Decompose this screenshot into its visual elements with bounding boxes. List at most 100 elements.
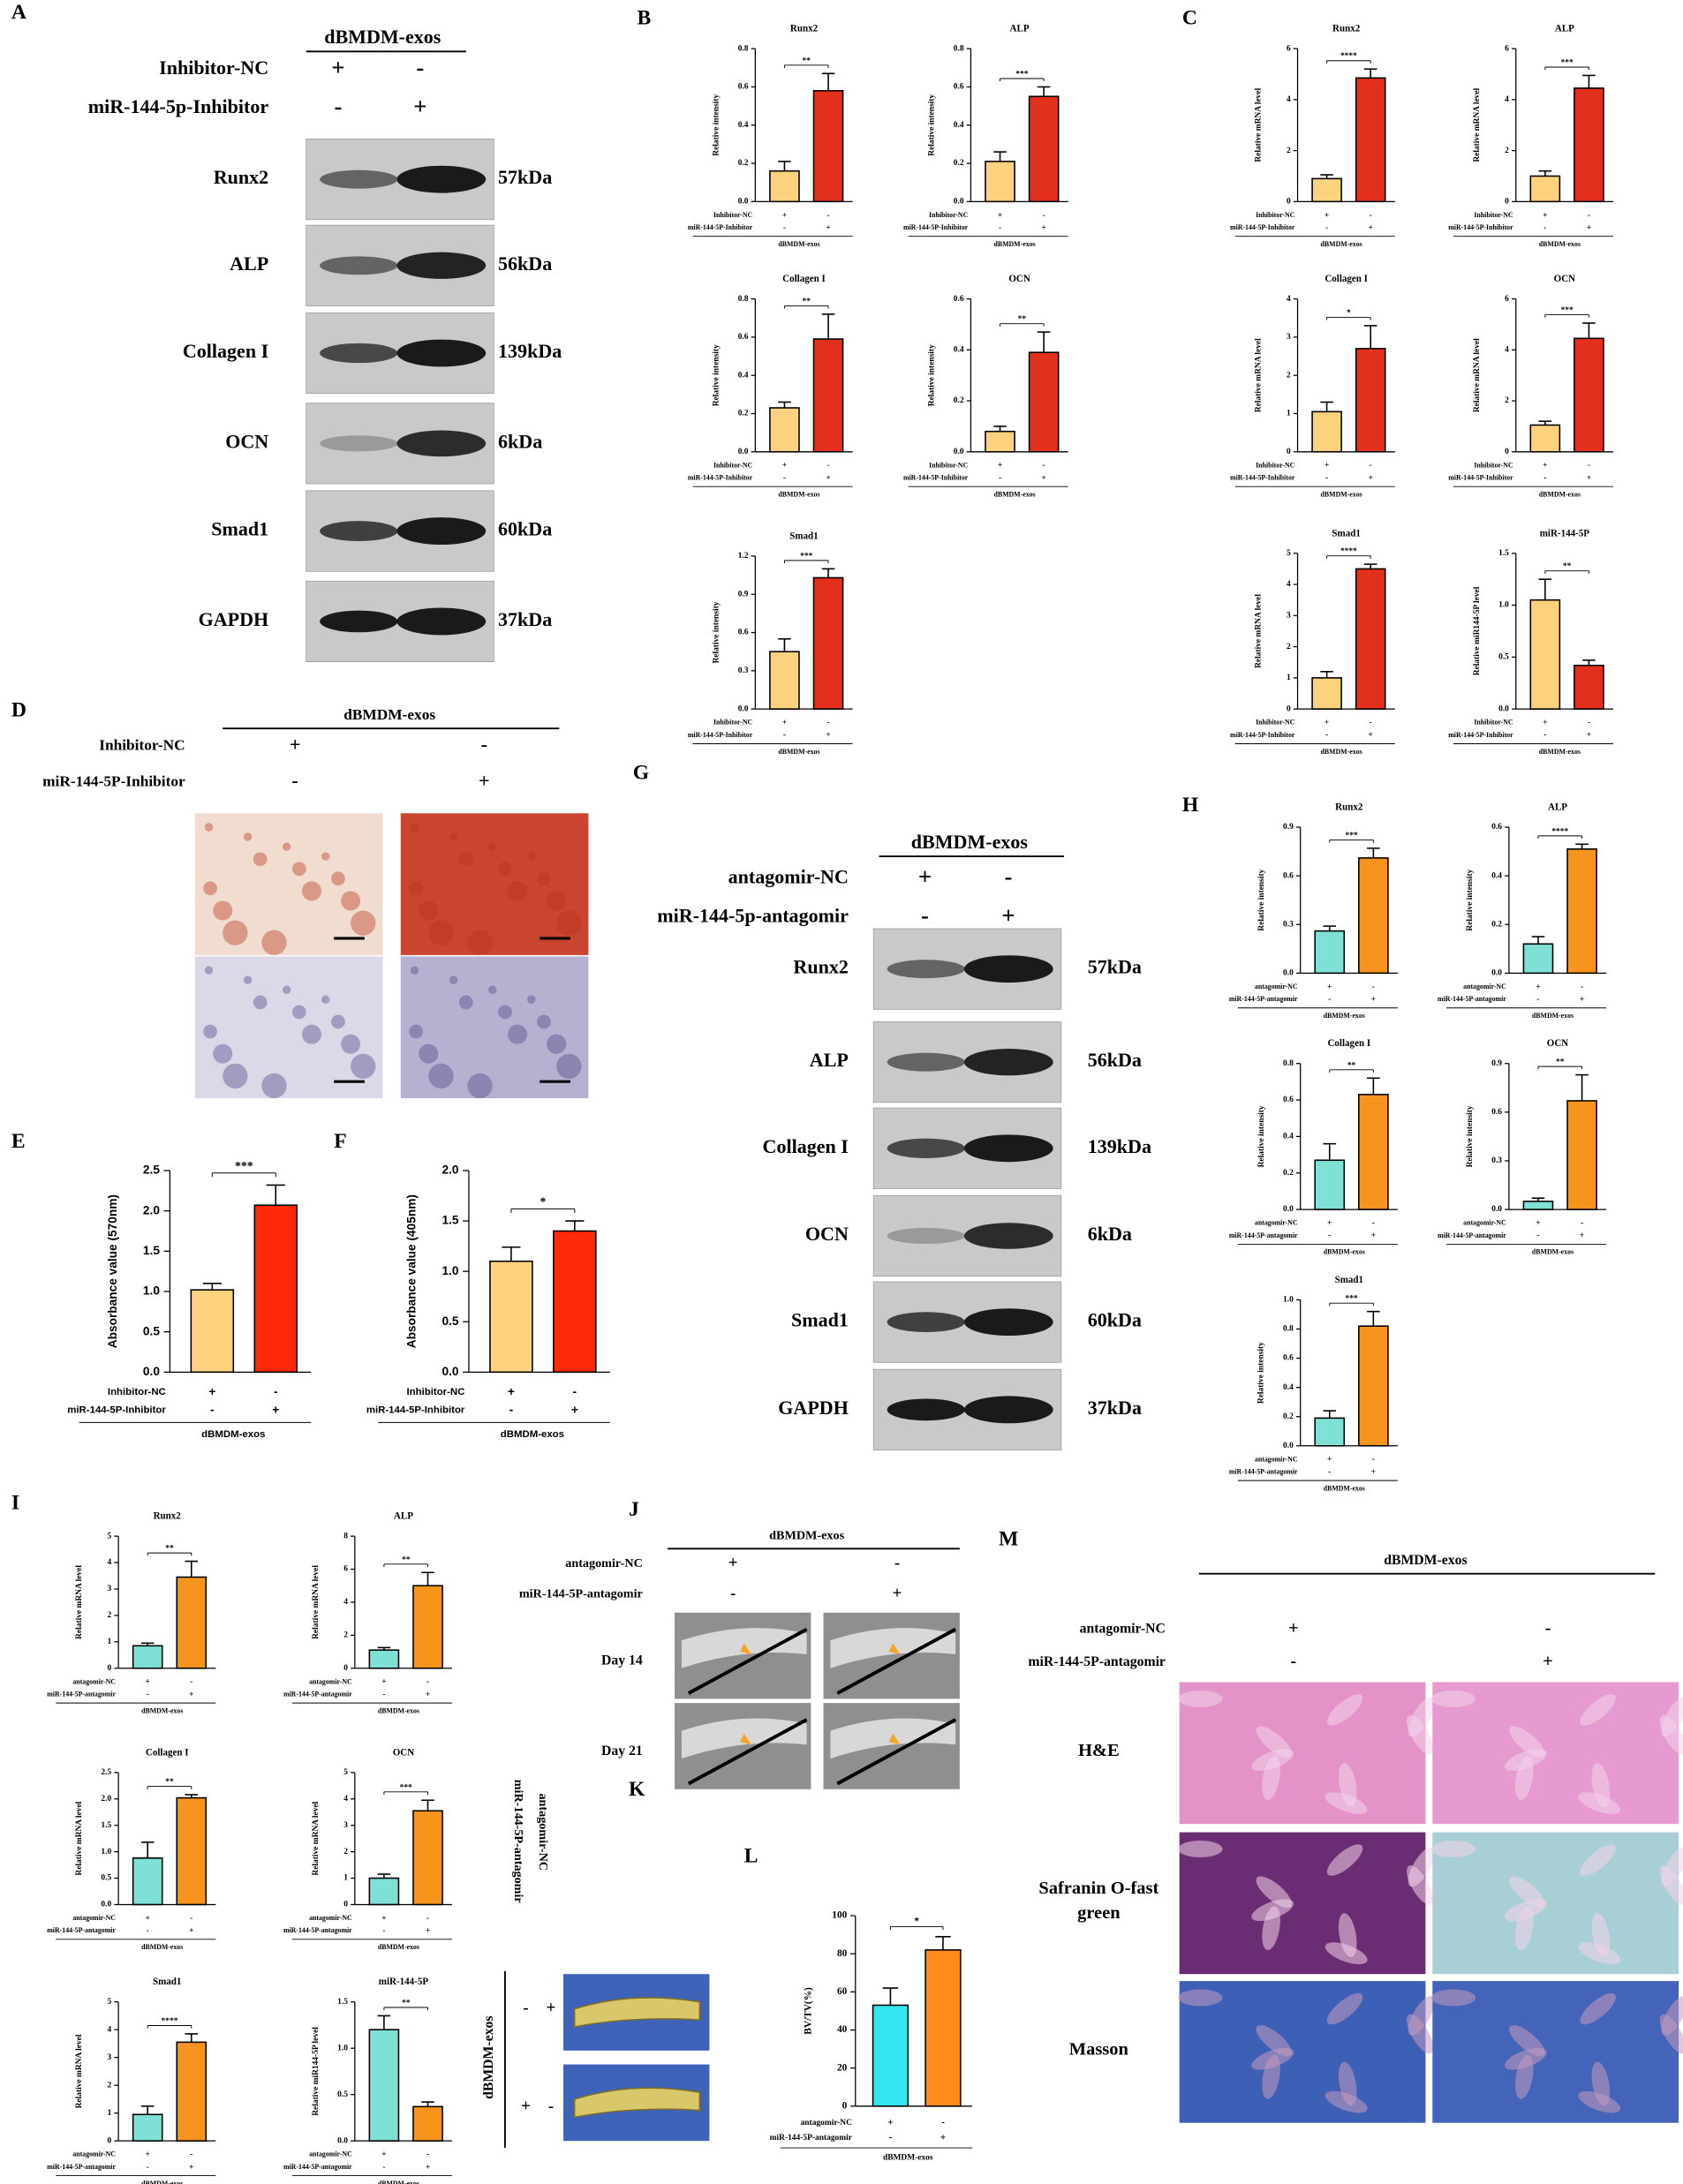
tissue	[1514, 1906, 1534, 1951]
condition-sign: -	[999, 223, 1001, 232]
band	[396, 430, 487, 457]
y-tick-label: 2.0	[101, 1795, 111, 1804]
tissue	[1578, 2090, 1621, 2113]
condition-sign: +	[1327, 983, 1332, 991]
y-axis-label: Relative intensity	[928, 94, 937, 155]
condition-name: antagomir-NC	[309, 1677, 352, 1685]
bar	[176, 1576, 208, 1669]
condition-name: Inhibitor-NC	[108, 1387, 166, 1397]
stain-spot	[204, 823, 214, 832]
condition-name: miR-144-5P-Inhibitor	[67, 1405, 166, 1416]
y-axis-label: Relative mRNA level	[1255, 338, 1264, 412]
y-tick-label: 0.0	[143, 1365, 160, 1378]
micrograph	[194, 956, 383, 1099]
significance: ****	[162, 2017, 178, 2026]
group-label: dBMDM-exos	[378, 1943, 419, 1951]
bar	[1028, 95, 1060, 203]
condition-sign: -	[210, 1403, 215, 1416]
chart-title: OCN	[1008, 274, 1030, 284]
tissue	[1326, 1694, 1363, 1726]
error-bar	[1363, 563, 1377, 569]
condition-sign: +	[331, 54, 344, 80]
condition-sign: -	[426, 2150, 429, 2159]
condition-sign: -	[426, 1678, 429, 1687]
stain-spot	[508, 1024, 528, 1044]
condition-sign: -	[382, 1691, 385, 1699]
row-label: H&E	[1078, 1741, 1120, 1760]
y-tick-label: 0.4	[1491, 871, 1502, 880]
stain-spot	[341, 891, 361, 911]
y-tick-label: 0.0	[337, 2136, 348, 2145]
y-tick-label: 1	[108, 1638, 112, 1646]
chart-title: ALP	[1010, 24, 1030, 34]
condition-sign: +	[426, 1691, 430, 1699]
error-bar	[502, 1246, 521, 1261]
condition-sign: -	[921, 902, 929, 929]
significance: **	[803, 56, 811, 65]
size-label: 139kDa	[498, 340, 562, 362]
group-label: dBMDM-exos	[378, 2180, 419, 2184]
condition-sign: +	[1543, 719, 1547, 727]
protein-label: Smad1	[211, 518, 268, 540]
band	[887, 1138, 965, 1158]
y-tick-label: 1.0	[1498, 601, 1509, 610]
bar	[1358, 1094, 1389, 1210]
significance: **	[1018, 315, 1027, 324]
condition-sign: +	[1587, 223, 1591, 232]
group-label: dBMDM-exos	[911, 831, 1029, 853]
condition-sign: +	[1536, 983, 1540, 991]
condition-name: miR-144-5P-antagomir	[47, 1926, 116, 1934]
y-tick-label: 6	[1505, 44, 1509, 53]
y-tick-label: 2.5	[143, 1164, 160, 1177]
error-bar	[1582, 74, 1596, 88]
error-bar	[1363, 68, 1377, 79]
panel-letter: I	[11, 1491, 19, 1514]
size-label: 60kDa	[1088, 1309, 1142, 1331]
condition-name: miR-144-5P-Inhibitor	[688, 474, 753, 482]
y-tick-label: 0.4	[954, 121, 964, 130]
condition-sign: +	[381, 2150, 386, 2159]
band	[396, 339, 487, 367]
group-label: dBMDM-exos	[883, 2154, 933, 2163]
condition-sign: -	[416, 54, 424, 80]
bar	[489, 1260, 533, 1374]
pin	[687, 1718, 808, 1786]
tissue	[1262, 1906, 1280, 1951]
error-bar	[140, 2105, 155, 2115]
protein-label: GAPDH	[778, 1397, 849, 1419]
condition-sign: -	[1328, 1468, 1331, 1477]
y-tick-label: 20	[837, 2062, 848, 2073]
chart-title: Collagen I	[782, 274, 826, 284]
stain-spot	[291, 862, 306, 877]
y-tick-label: 0.2	[1491, 920, 1502, 929]
y-tick-label: 0.9	[1491, 1059, 1502, 1068]
condition-name: antagomir-NC	[1255, 1219, 1298, 1227]
bar	[190, 1289, 235, 1374]
group-label: dBMDM-exos	[1532, 1012, 1574, 1020]
stain-spot	[556, 1053, 582, 1080]
bar	[1566, 1100, 1597, 1210]
condition-name: miR-144-5P-antagomir	[283, 2163, 352, 2171]
protein-label: GAPDH	[199, 608, 269, 630]
condition-name: miR-144-5P-antagomir	[1438, 995, 1506, 1003]
tissue	[1325, 2090, 1368, 2113]
group-label: dBMDM-exos	[1321, 748, 1362, 756]
condition-sign: +	[571, 1403, 578, 1416]
size-label: 56kDa	[498, 252, 552, 275]
y-tick-label: 4	[108, 2025, 112, 2034]
y-tick-label: 2	[108, 2081, 112, 2090]
condition-sign: -	[334, 93, 342, 119]
band	[320, 169, 398, 189]
condition-sign: +	[1325, 211, 1329, 220]
stain-spot	[261, 1073, 287, 1099]
significance: ***	[1015, 70, 1028, 79]
y-axis-label: Relative mRNA level	[75, 1565, 84, 1639]
bar	[368, 1649, 400, 1669]
condition-name: miR-144-5P-antagomir	[283, 1926, 352, 1934]
bar	[1529, 599, 1561, 710]
condition-name: miR-144-5P-antagomir	[519, 1587, 643, 1601]
condition-name: Inhibitor-NC	[406, 1387, 464, 1397]
condition-sign: +	[546, 1999, 555, 2017]
group-label: dBMDM-exos	[1324, 1012, 1365, 1020]
y-tick-label: 6	[1287, 44, 1291, 53]
